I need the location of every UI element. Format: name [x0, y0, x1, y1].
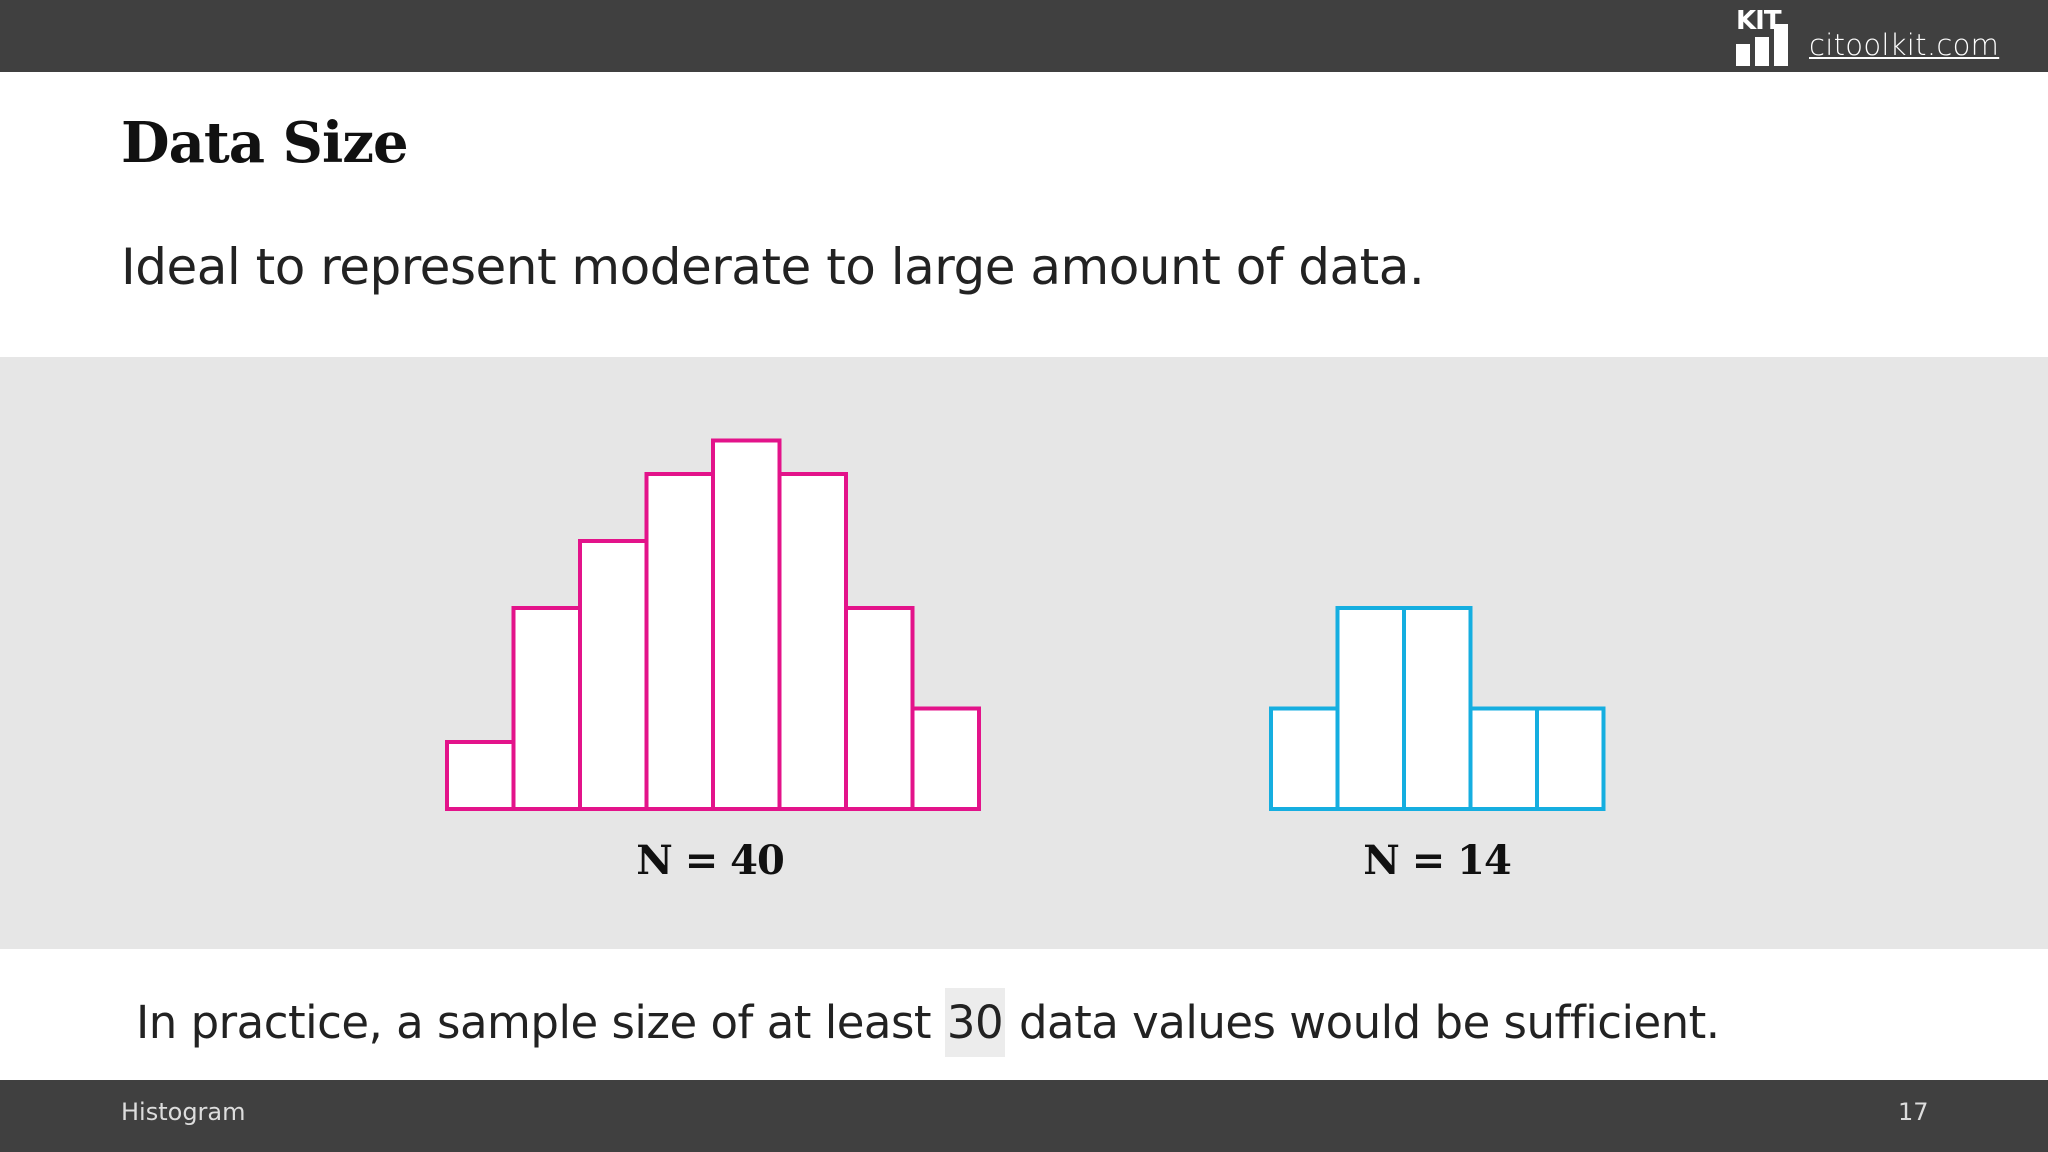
histogram-comparison — [445, 438, 1606, 811]
histogram-n14-bar-4 — [1468, 706, 1539, 811]
histogram-n40-bar-6 — [777, 472, 848, 811]
histogram-n14-bar-3 — [1402, 606, 1473, 811]
histogram-n40-bar-8 — [910, 706, 981, 811]
note-highlight: 30 — [944, 988, 1006, 1057]
top-bar: KIT citoolkit.com — [0, 0, 2048, 72]
histogram-n14-bar-1 — [1269, 706, 1340, 811]
citoolkit-logo: KIT — [1736, 6, 1788, 66]
histogram-n14-bar-2 — [1335, 606, 1406, 811]
page-number: 17 — [1898, 1098, 1929, 1126]
histogram-n14 — [1269, 606, 1606, 811]
histogram-n40-bar-5 — [711, 438, 782, 811]
histogram-n40-bar-4 — [644, 472, 715, 811]
footer-section: Histogram — [121, 1098, 246, 1126]
site-link[interactable]: citoolkit.com — [1809, 28, 2000, 62]
histogram-n14-bar-5 — [1535, 706, 1606, 811]
histogram-n40-bar-7 — [844, 606, 915, 811]
histogram-n40 — [445, 438, 981, 811]
sample-size-note: In practice, a sample size of at least 3… — [136, 988, 1720, 1057]
histogram-n14-label: N = 14 — [1363, 837, 1512, 884]
slide-subtitle: Ideal to represent moderate to large amo… — [121, 238, 1425, 296]
histogram-n40-label: N = 40 — [636, 837, 785, 884]
note-text-before: In practice, a sample size of at least — [136, 996, 945, 1049]
slide-title: Data Size — [121, 110, 409, 176]
note-text-after: data values would be sufficient. — [1005, 996, 1720, 1049]
histogram-n40-bar-2 — [511, 606, 582, 811]
footer-bar — [0, 1080, 2048, 1152]
histogram-n40-bar-1 — [445, 740, 516, 811]
histogram-n40-bar-3 — [578, 539, 649, 811]
histogram-panel: N = 40 N = 14 — [0, 357, 2048, 949]
